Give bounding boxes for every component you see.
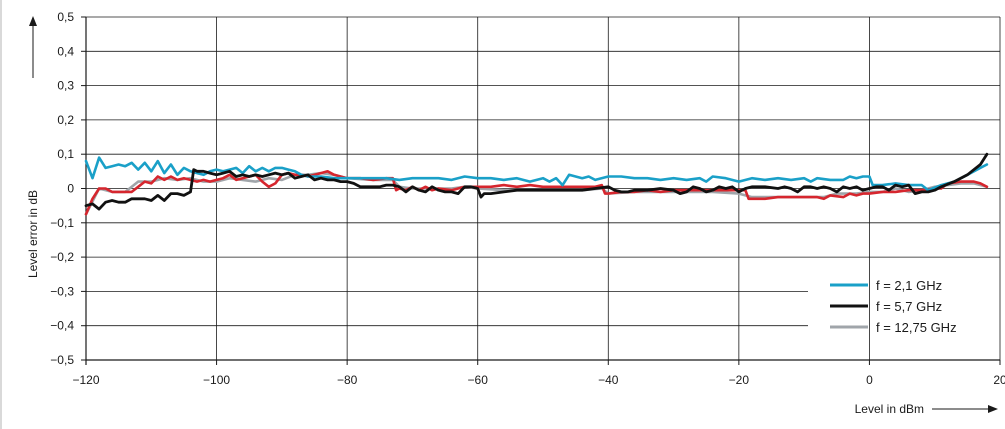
grid xyxy=(85,16,1001,361)
legend: f = 2,1 GHz f = 5,7 GHz f = 12,75 GHz xyxy=(830,278,957,335)
y-tick-label: 0 xyxy=(67,182,74,196)
page-edge-rule xyxy=(0,0,2,429)
x-axis-label: Level in dBm xyxy=(855,402,924,416)
series-line-1 xyxy=(84,152,989,211)
y-tick-label: −0,4 xyxy=(50,319,74,333)
data-series xyxy=(84,152,989,216)
series-line-0 xyxy=(84,156,989,192)
legend-label-1: f = 5,7 GHz xyxy=(876,299,942,314)
x-tick-label: −60 xyxy=(468,373,489,387)
y-tick-label: −0,1 xyxy=(50,216,74,230)
y-tick-label: 0,5 xyxy=(57,10,74,24)
x-tick-label: −80 xyxy=(337,373,358,387)
y-tick-label: −0,2 xyxy=(50,250,74,264)
x-tick-label: −20 xyxy=(729,373,750,387)
x-tick-label: 0 xyxy=(866,373,873,387)
x-tick-label: 20 xyxy=(993,373,1005,387)
y-tick-label: −0,3 xyxy=(50,284,74,298)
y-axis-arrow-icon xyxy=(29,16,37,26)
y-tick-label: 0,4 xyxy=(57,44,74,58)
x-tick-label: −100 xyxy=(203,373,230,387)
y-tick-label: −0,5 xyxy=(50,353,74,367)
y-tick-label: 0,3 xyxy=(57,79,74,93)
x-axis-arrow-icon xyxy=(988,405,998,413)
y-tick-label: 0,2 xyxy=(57,113,74,127)
y-tick-label: 0,1 xyxy=(57,147,74,161)
y-axis-label: Level error in dB xyxy=(26,190,40,278)
axes: 0,5 0,4 0,3 0,2 0,1 0 −0,1 −0,2 −0,3 −0,4 −0,5 −120… xyxy=(26,10,1005,416)
legend-label-0: f = 2,1 GHz xyxy=(876,278,942,293)
legend-label-2: f = 12,75 GHz xyxy=(876,320,957,335)
x-tick-label: −120 xyxy=(72,373,99,387)
x-tick-label: −40 xyxy=(598,373,619,387)
